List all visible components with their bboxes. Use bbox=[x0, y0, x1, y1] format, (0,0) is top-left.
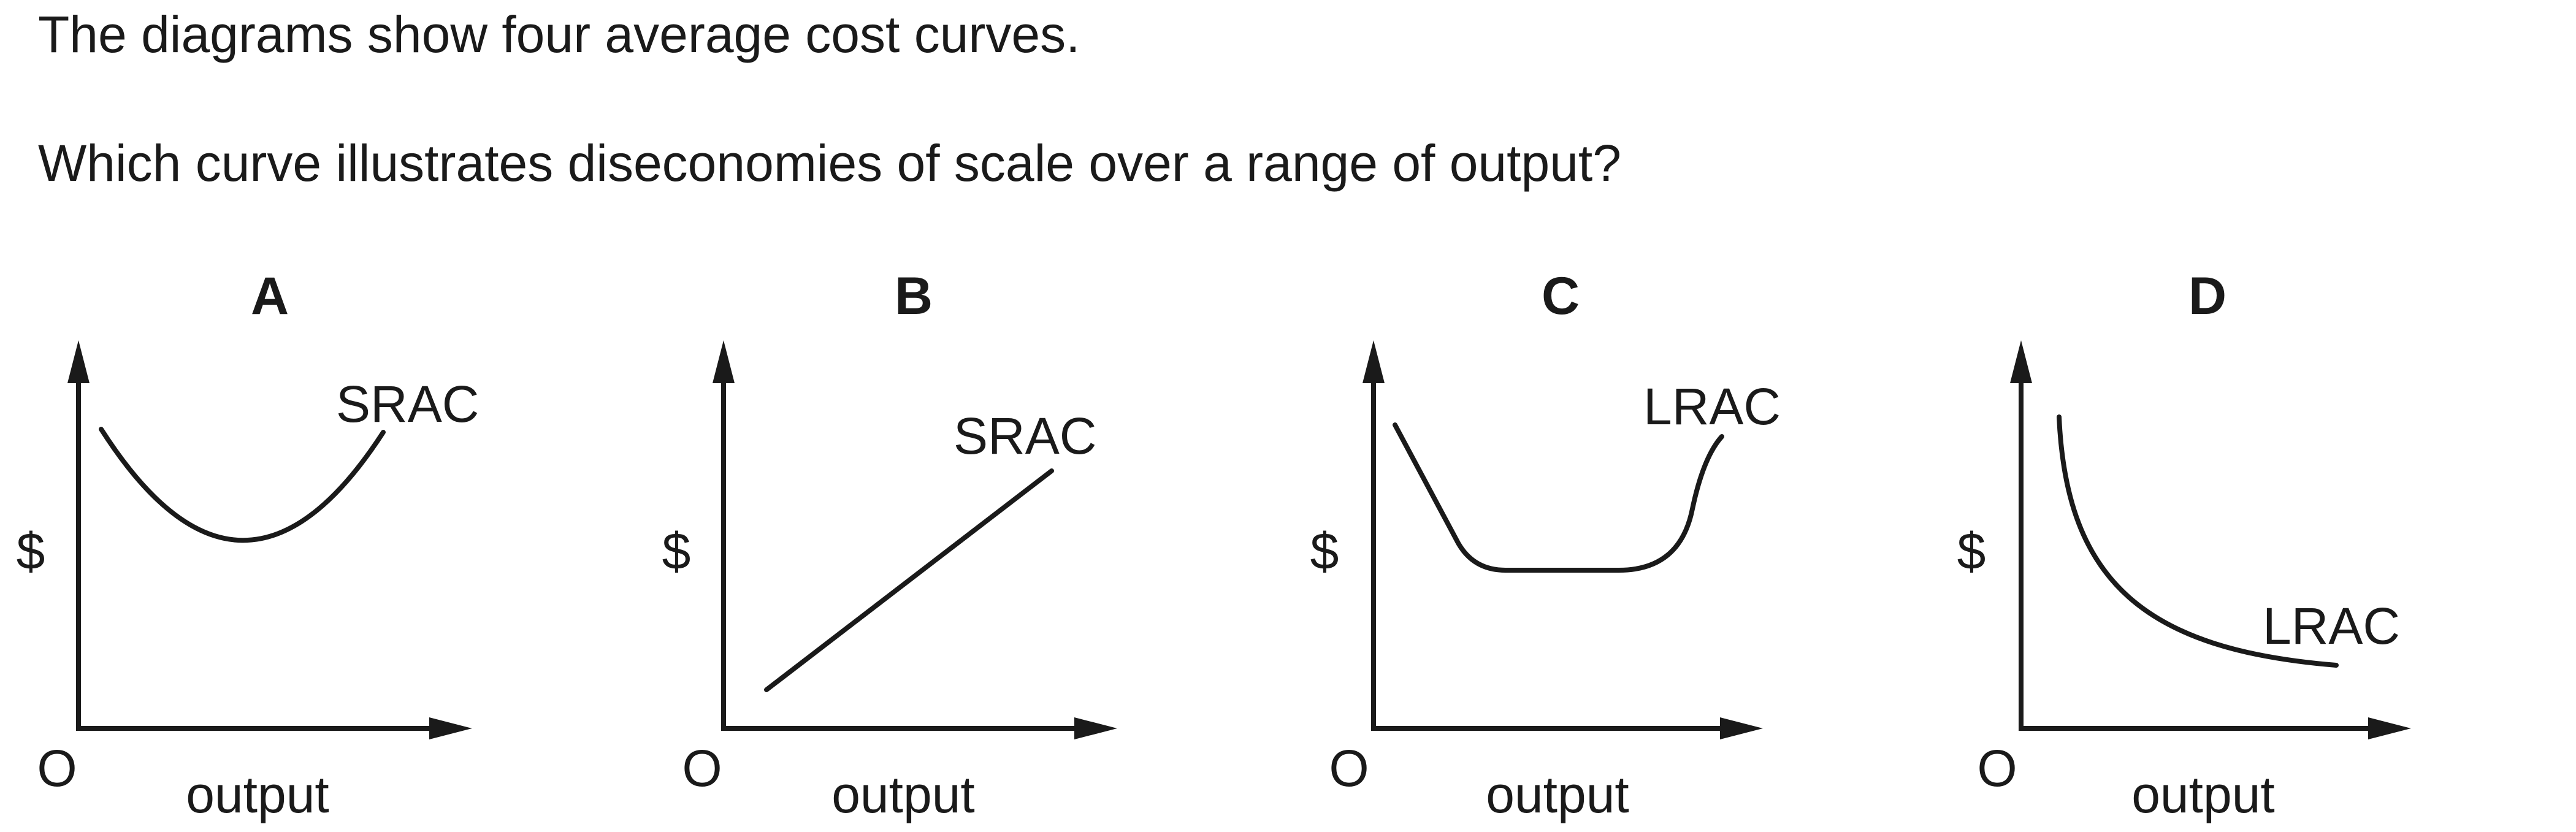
diagram-c[interactable]: C $ O output LRAC bbox=[1310, 267, 1781, 823]
diagram-c-title: C bbox=[1542, 267, 1580, 326]
diagram-c-origin: O bbox=[1329, 739, 1369, 797]
diagram-b-y-label: $ bbox=[662, 522, 691, 580]
diagram-b-curve-label: SRAC bbox=[954, 407, 1096, 465]
diagram-d-x-arrow bbox=[2368, 717, 2411, 739]
diagram-a[interactable]: A $ O output SRAC bbox=[17, 267, 480, 823]
diagram-a-y-arrow bbox=[67, 340, 90, 383]
diagram-c-x-arrow bbox=[1720, 717, 1763, 739]
diagram-b-title: B bbox=[895, 267, 933, 326]
diagram-a-origin: O bbox=[37, 739, 77, 797]
diagram-a-title: A bbox=[251, 267, 289, 326]
diagram-a-y-label: $ bbox=[17, 522, 45, 580]
diagram-a-x-arrow bbox=[429, 717, 472, 739]
diagram-b-curve bbox=[766, 471, 1052, 690]
diagram-c-y-label: $ bbox=[1310, 522, 1339, 580]
diagram-d[interactable]: D $ O output LRAC bbox=[1957, 267, 2411, 823]
diagram-c-curve-label: LRAC bbox=[1643, 378, 1781, 435]
diagram-d-y-arrow bbox=[2010, 340, 2032, 383]
diagram-d-title: D bbox=[2188, 267, 2226, 326]
diagram-c-y-arrow bbox=[1363, 340, 1385, 383]
diagram-c-x-label: output bbox=[1486, 766, 1629, 823]
diagram-a-curve-label: SRAC bbox=[336, 375, 479, 433]
diagram-b-x-arrow bbox=[1074, 717, 1117, 739]
diagram-a-curve bbox=[101, 429, 383, 540]
diagram-b[interactable]: B $ O output SRAC bbox=[662, 267, 1117, 823]
diagram-d-y-label: $ bbox=[1957, 522, 1986, 580]
diagram-d-origin: O bbox=[1977, 739, 2017, 797]
diagram-a-x-label: output bbox=[186, 766, 329, 823]
diagram-b-x-label: output bbox=[831, 766, 975, 823]
diagram-b-origin: O bbox=[682, 739, 722, 797]
diagram-d-x-label: output bbox=[2131, 766, 2275, 823]
diagram-b-y-arrow bbox=[713, 340, 735, 383]
diagram-c-curve bbox=[1395, 425, 1722, 570]
diagram-d-curve-label: LRAC bbox=[2263, 597, 2400, 655]
